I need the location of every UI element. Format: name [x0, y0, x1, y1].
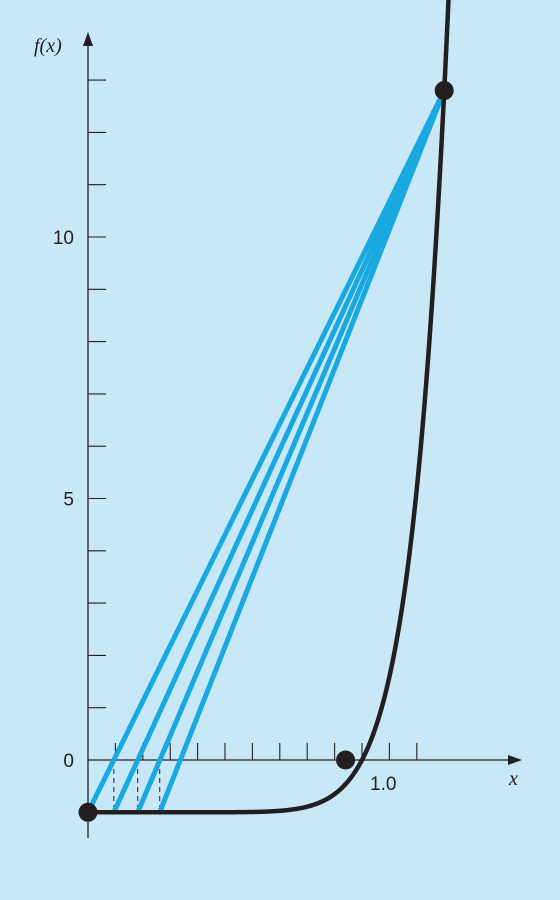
- x-axis-label: x: [508, 768, 518, 790]
- y-axis-label: f(x): [34, 35, 62, 57]
- secant-line: [135, 88, 447, 815]
- function-curve-path: [86, 0, 451, 815]
- data-point: [78, 802, 98, 822]
- y-tick-label: 0: [63, 751, 74, 772]
- x-tick-label: 1.0: [370, 774, 396, 795]
- secant-lines: [85, 88, 447, 815]
- y-tick-label: 5: [63, 490, 74, 511]
- y-tick-label: 10: [53, 228, 74, 249]
- axes: [83, 32, 522, 838]
- data-point: [336, 750, 356, 770]
- function-curve: [86, 0, 451, 815]
- secant-line: [157, 88, 447, 815]
- data-point: [434, 81, 454, 101]
- secant-line: [111, 88, 447, 815]
- y-axis-arrow: [83, 32, 93, 46]
- x-axis-arrow: [508, 755, 522, 765]
- secant-line: [85, 88, 447, 815]
- labels: 0 5 10 1.0 f(x) x: [34, 35, 518, 795]
- data-points: [78, 81, 454, 822]
